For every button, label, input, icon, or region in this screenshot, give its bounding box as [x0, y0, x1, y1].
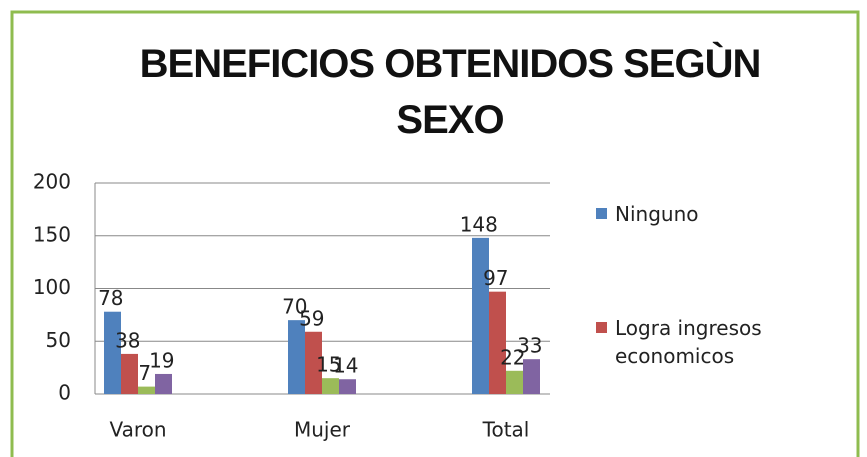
legend-label: Ninguno — [615, 202, 699, 226]
x-tick-label: Mujer — [294, 418, 351, 442]
legend-entry: Logra ingresos economicos — [596, 314, 785, 370]
bar — [322, 378, 339, 394]
x-tick-label: Total — [482, 418, 530, 442]
data-label: 15 — [316, 353, 341, 377]
legend-entry: Ninguno — [596, 200, 785, 228]
data-label: 19 — [149, 348, 174, 372]
bar — [121, 353, 138, 394]
data-label: 22 — [500, 345, 525, 369]
data-label: 148 — [460, 212, 498, 236]
legend-swatch — [596, 322, 607, 333]
bar — [339, 379, 356, 394]
bar — [155, 373, 172, 394]
y-tick-label: 150 — [33, 222, 71, 246]
data-label: 78 — [98, 286, 123, 310]
legend-label: Logra ingresos economicos — [615, 316, 762, 368]
data-label: 97 — [483, 266, 508, 290]
frame — [10, 10, 860, 457]
data-label: 38 — [115, 328, 140, 352]
y-tick-label: 100 — [33, 275, 71, 299]
data-label: 33 — [517, 334, 542, 358]
data-label: 70 — [282, 295, 307, 319]
y-tick-label: 50 — [46, 328, 71, 352]
y-tick-label: 200 — [33, 170, 71, 194]
chart-title: BENEFICIOS OBTENIDOS SEGÙN SEXO — [139, 42, 762, 142]
legend-swatch — [596, 208, 607, 219]
bar — [288, 320, 305, 394]
bar — [472, 237, 489, 394]
bar — [506, 370, 523, 394]
bar — [523, 359, 540, 394]
x-tick-label: Varon — [109, 418, 166, 442]
bar — [305, 331, 322, 394]
bar — [104, 311, 121, 394]
y-tick-label: 0 — [58, 381, 71, 405]
data-label: 14 — [333, 354, 358, 378]
data-label: 59 — [299, 306, 324, 330]
data-label: 7 — [138, 361, 151, 385]
bar — [489, 291, 506, 394]
bar — [138, 386, 155, 394]
